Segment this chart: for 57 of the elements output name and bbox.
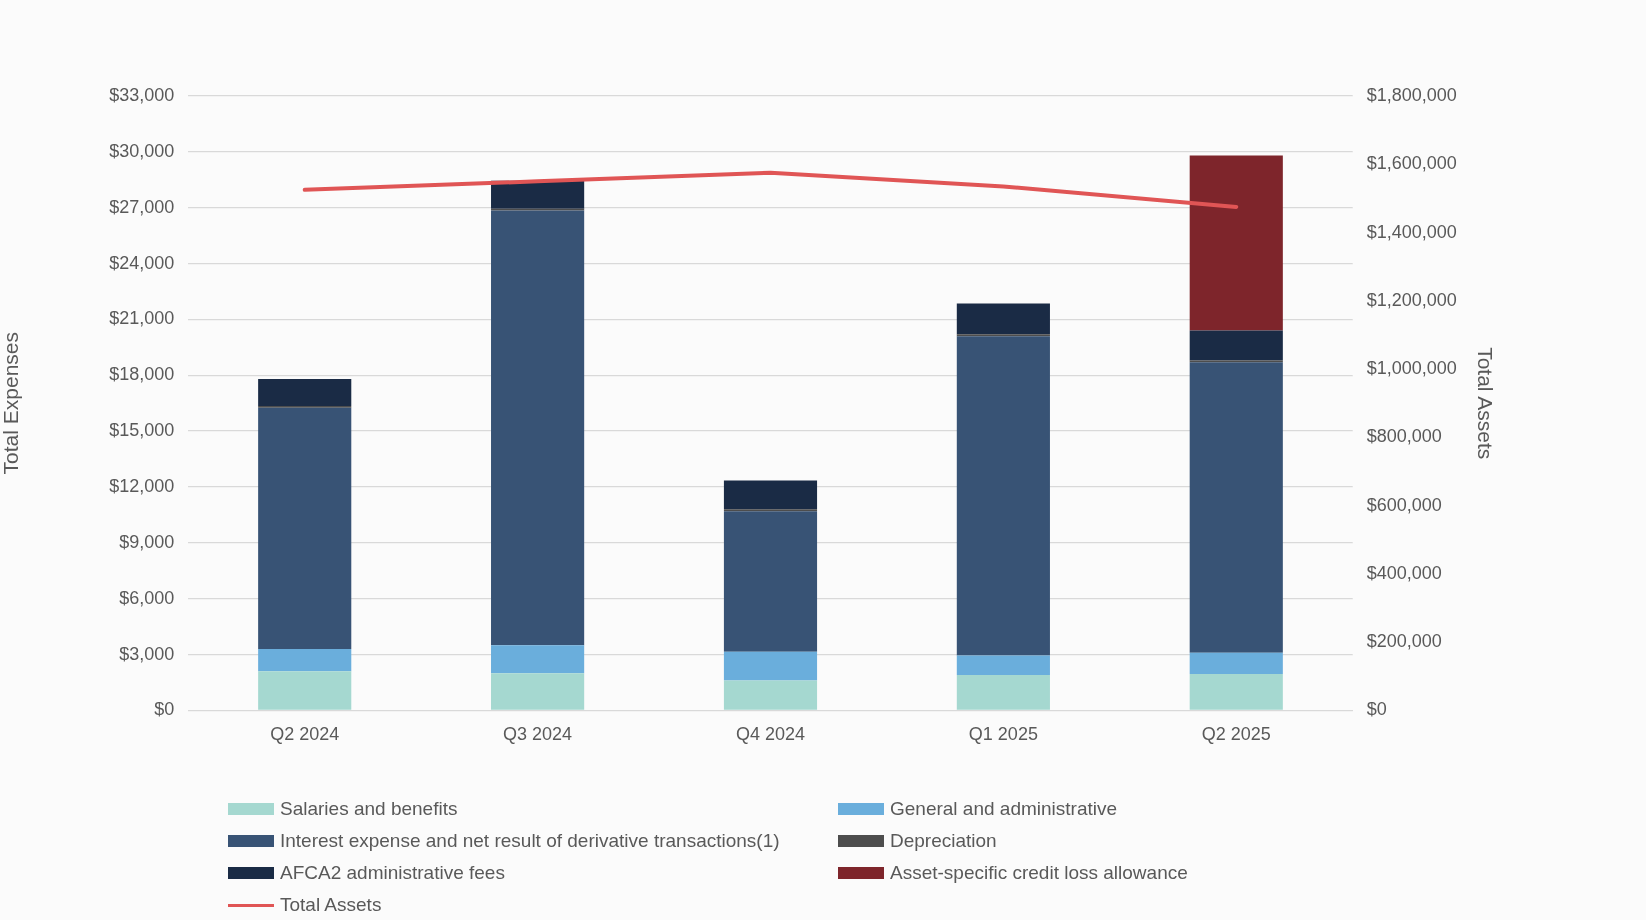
y-tick-label: $6,000 (119, 587, 175, 608)
bar (956, 675, 1050, 710)
bar (258, 648, 352, 672)
legend-label: AFCA2 administrative fees (280, 862, 505, 884)
y2-tick-label: $1,200,000 (1366, 289, 1457, 310)
y2-tick-label: $1,400,000 (1366, 221, 1457, 242)
y-tick-label: $9,000 (119, 531, 175, 552)
legend-label: General and administrative (890, 798, 1118, 820)
y2-tick-label: $1,000,000 (1366, 358, 1457, 379)
y-tick-label: $30,000 (109, 140, 175, 161)
bar (723, 680, 818, 710)
legend-label: Asset-specific credit loss allowance (890, 862, 1188, 884)
bar (491, 673, 585, 710)
y-tick-label: $33,000 (109, 84, 175, 105)
bar (258, 671, 352, 710)
bar (1189, 652, 1283, 675)
y-tick-label: $27,000 (109, 196, 175, 217)
bar (491, 180, 585, 209)
x-tick-label: Q2 2025 (1201, 724, 1271, 745)
y2-tick-label: $400,000 (1366, 562, 1442, 583)
y-tick-label: $3,000 (119, 643, 175, 664)
bar (956, 303, 1050, 335)
legend-label: Interest expense and net result of derivative transactions(1) (280, 830, 780, 852)
bar (1189, 674, 1283, 710)
y2-tick-label: $600,000 (1366, 494, 1442, 515)
y-tick-label: $12,000 (109, 475, 175, 496)
y2-tick-label: $1,600,000 (1366, 153, 1457, 174)
bar (956, 336, 1050, 656)
x-tick-label: Q1 2025 (968, 724, 1038, 745)
bar (956, 655, 1050, 676)
y-tick-label: $24,000 (109, 252, 175, 273)
bar (1189, 155, 1283, 331)
legend-label: Total Assets (280, 894, 382, 916)
bar (723, 651, 818, 681)
bar (491, 210, 585, 646)
x-tick-label: Q2 2024 (270, 724, 340, 745)
bar (258, 407, 352, 649)
bar (491, 645, 585, 674)
y-axis-title: Total Expenses (0, 331, 23, 475)
y-tick-label: $15,000 (109, 420, 175, 441)
y-tick-label: $0 (154, 699, 175, 720)
bar (723, 511, 818, 652)
y2-tick-label: $200,000 (1366, 631, 1442, 652)
bar (1189, 330, 1283, 361)
y-tick-label: $21,000 (109, 308, 175, 329)
y2-tick-label: $0 (1366, 699, 1387, 720)
y2-tick-label: $800,000 (1366, 426, 1442, 447)
bar (723, 480, 818, 510)
y2-tick-label: $1,800,000 (1366, 84, 1457, 105)
x-tick-label: Q3 2024 (503, 724, 573, 745)
bar (258, 379, 352, 406)
y-tick-label: $18,000 (109, 364, 175, 385)
bar (1189, 362, 1283, 653)
x-tick-label: Q4 2024 (735, 724, 806, 745)
legend-label: Salaries and benefits (280, 798, 458, 820)
y2-axis-title: Total Assets (1473, 347, 1497, 460)
legend-label: Depreciation (890, 830, 997, 852)
